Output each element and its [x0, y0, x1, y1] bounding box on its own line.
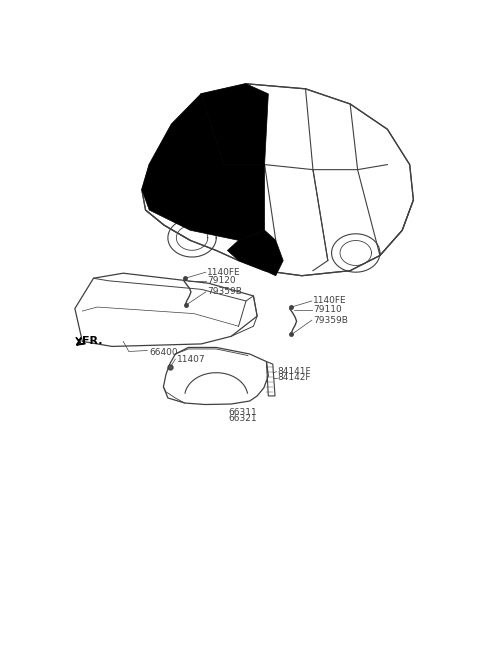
Text: 84141F: 84141F: [277, 367, 311, 376]
Text: FR.: FR.: [83, 337, 103, 346]
Text: 1140FE: 1140FE: [313, 297, 347, 306]
Polygon shape: [76, 337, 81, 342]
Text: 79359B: 79359B: [313, 316, 348, 325]
Polygon shape: [142, 94, 264, 240]
Text: 11407: 11407: [177, 354, 206, 363]
Text: 79110: 79110: [313, 305, 342, 314]
Text: 1140FE: 1140FE: [207, 268, 240, 277]
Polygon shape: [228, 230, 283, 276]
Text: 66400: 66400: [149, 348, 178, 357]
Text: 66321: 66321: [228, 414, 257, 422]
Text: 79120: 79120: [207, 276, 236, 285]
Text: 66311: 66311: [228, 407, 257, 417]
Text: 84142F: 84142F: [277, 373, 311, 382]
Text: 79359B: 79359B: [207, 287, 242, 297]
Polygon shape: [202, 84, 268, 165]
